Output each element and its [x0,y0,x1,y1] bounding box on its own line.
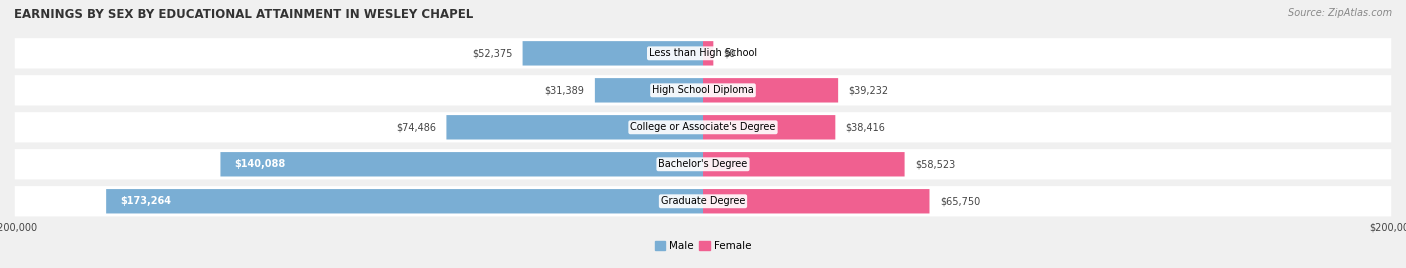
Text: $58,523: $58,523 [915,159,955,169]
Text: $38,416: $38,416 [845,122,886,132]
FancyBboxPatch shape [14,38,1392,69]
Text: $31,389: $31,389 [544,85,585,95]
Text: College or Associate's Degree: College or Associate's Degree [630,122,776,132]
Text: Graduate Degree: Graduate Degree [661,196,745,206]
Text: $39,232: $39,232 [848,85,889,95]
Text: EARNINGS BY SEX BY EDUCATIONAL ATTAINMENT IN WESLEY CHAPEL: EARNINGS BY SEX BY EDUCATIONAL ATTAINMEN… [14,8,474,21]
Text: $65,750: $65,750 [939,196,980,206]
Text: Less than High School: Less than High School [650,48,756,58]
FancyBboxPatch shape [703,41,713,66]
FancyBboxPatch shape [703,152,904,177]
Text: Bachelor's Degree: Bachelor's Degree [658,159,748,169]
FancyBboxPatch shape [107,189,703,214]
Text: $173,264: $173,264 [120,196,172,206]
Text: $140,088: $140,088 [235,159,285,169]
FancyBboxPatch shape [14,149,1392,180]
FancyBboxPatch shape [221,152,703,177]
Text: $52,375: $52,375 [472,48,512,58]
FancyBboxPatch shape [447,115,703,140]
Text: $74,486: $74,486 [396,122,436,132]
FancyBboxPatch shape [14,112,1392,143]
Legend: Male, Female: Male, Female [651,237,755,255]
FancyBboxPatch shape [14,186,1392,217]
Text: $0: $0 [724,48,735,58]
FancyBboxPatch shape [595,78,703,103]
FancyBboxPatch shape [14,75,1392,106]
Text: Source: ZipAtlas.com: Source: ZipAtlas.com [1288,8,1392,18]
FancyBboxPatch shape [703,189,929,214]
FancyBboxPatch shape [703,115,835,140]
FancyBboxPatch shape [703,78,838,103]
FancyBboxPatch shape [523,41,703,66]
Text: High School Diploma: High School Diploma [652,85,754,95]
